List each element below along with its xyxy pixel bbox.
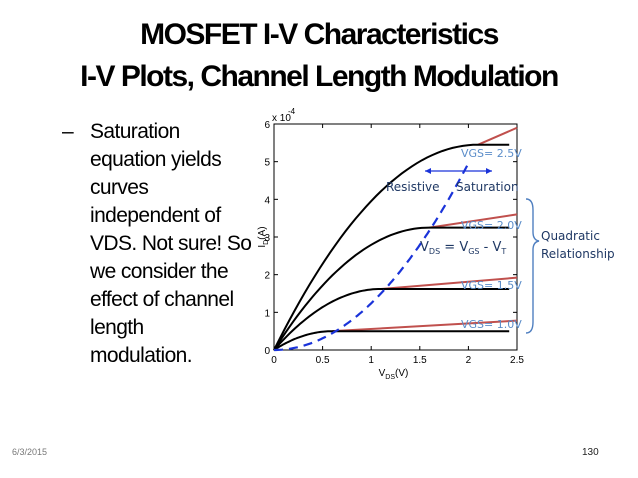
y-multiplier-exponent: -4 bbox=[288, 107, 296, 116]
bullet-line: independent of bbox=[90, 204, 221, 227]
x-tick-label: 2 bbox=[466, 355, 472, 366]
y-tick-label: 5 bbox=[264, 158, 270, 169]
clm-curve bbox=[380, 276, 518, 290]
region-arrow-left-head bbox=[425, 168, 431, 174]
page-number: 130 bbox=[582, 447, 599, 458]
clm-curve bbox=[332, 319, 518, 333]
resistive-label: Resistive bbox=[386, 180, 440, 194]
bullet-line: VDS. Not sure! So bbox=[90, 232, 252, 255]
brace-label-line2: Relationship bbox=[541, 247, 615, 261]
y-tick-label: 4 bbox=[264, 195, 270, 206]
brace-label-line1: Quadratic bbox=[541, 229, 600, 243]
bullet-line: we consider the bbox=[90, 260, 229, 283]
curve-label: VGS= 1.0V bbox=[461, 318, 522, 331]
slide-title-line1: MOSFET I-V Characteristics bbox=[140, 18, 499, 51]
clm-curves bbox=[332, 126, 518, 333]
bullet-line: curves bbox=[90, 176, 149, 199]
ideal-curves bbox=[273, 143, 510, 351]
y-tick-label: 2 bbox=[264, 271, 270, 282]
clm-curve bbox=[477, 126, 518, 146]
bullet-line: modulation. bbox=[90, 344, 193, 367]
ideal-curve bbox=[273, 143, 510, 351]
y-tick-label: 6 bbox=[264, 120, 270, 131]
y-tick-label: 3 bbox=[264, 233, 270, 244]
curve-label: VGS= 2.5V bbox=[461, 147, 522, 160]
x-tick-label: 0.5 bbox=[316, 355, 330, 366]
chart-labels: VGS= 2.5V VGS= 2.0V VGS= 1.5V VGS= 1.0V Resi… bbox=[386, 147, 540, 334]
curve-label: VGS= 1.5V bbox=[461, 279, 522, 292]
x-tick-label: 0 bbox=[271, 355, 277, 366]
curly-brace bbox=[525, 198, 540, 334]
x-axis-label: VDS(V) bbox=[379, 368, 409, 381]
y-tick-label: 1 bbox=[264, 308, 270, 319]
boundary-equation: VDS = VGS - VT bbox=[420, 240, 506, 256]
y-axis-label: ID(A) bbox=[257, 226, 270, 247]
y-multiplier: x 10 bbox=[272, 113, 291, 124]
saturation-boundary bbox=[274, 162, 470, 352]
y-tick-label: 0 bbox=[264, 346, 270, 357]
bullet-line: length bbox=[90, 316, 144, 339]
x-tick-label: 2.5 bbox=[510, 355, 524, 366]
ideal-curve bbox=[273, 288, 510, 351]
bullet-dash: – bbox=[62, 120, 74, 143]
ideal-curve bbox=[273, 226, 510, 351]
slide-title-line2: I-V Plots, Channel Length Modulation bbox=[80, 60, 559, 93]
bullet-line: Saturation bbox=[90, 120, 180, 143]
clm-curve bbox=[429, 213, 518, 229]
bullet-line: equation yields bbox=[90, 148, 222, 171]
ideal-curve bbox=[273, 330, 510, 351]
footer-date: 6/3/2015 bbox=[12, 447, 48, 457]
curve-label: VGS= 2.0V bbox=[461, 219, 522, 232]
bullet-line: effect of channel bbox=[90, 288, 234, 311]
region-arrow-right-head bbox=[486, 168, 492, 174]
saturation-label: Saturation bbox=[456, 180, 519, 194]
saturation-boundary-curve bbox=[274, 162, 470, 352]
x-tick-label: 1 bbox=[368, 355, 374, 366]
x-tick-label: 1.5 bbox=[413, 355, 427, 366]
